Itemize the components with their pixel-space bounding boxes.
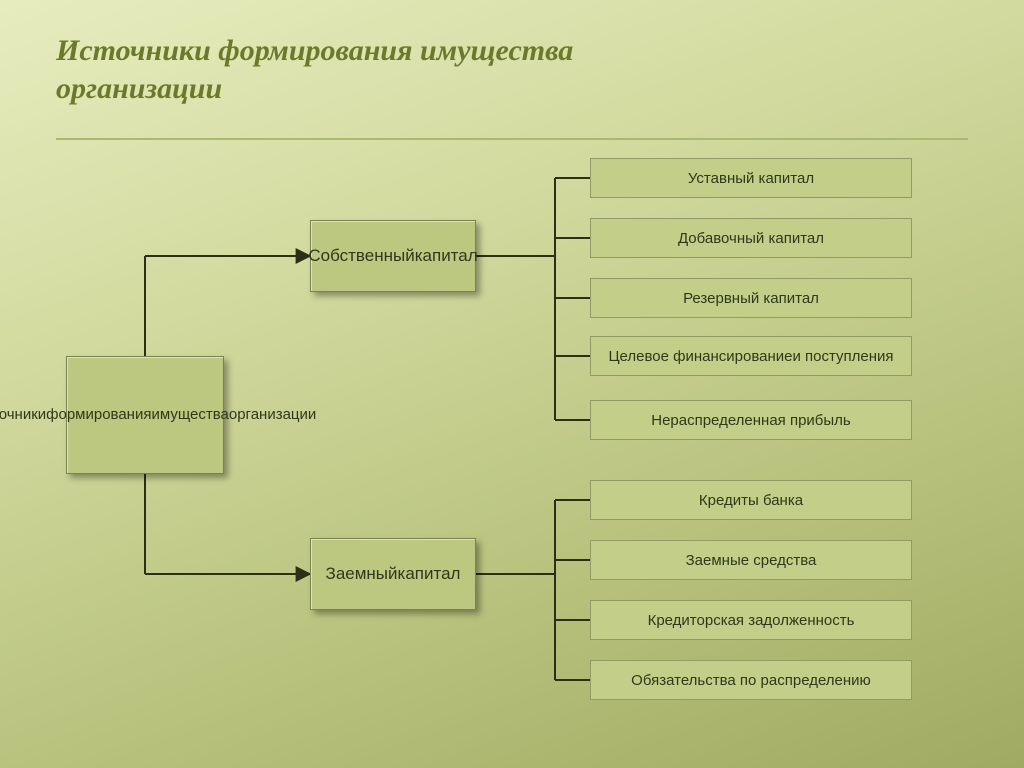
page-title: Источники формирования имущества организ… bbox=[56, 32, 573, 107]
node-own-capital: Собственныйкапитал bbox=[310, 220, 476, 292]
leaf-borrow-1: Заемные средства bbox=[590, 540, 912, 580]
slide: Источники формирования имущества организ… bbox=[0, 0, 1024, 768]
leaf-own-0: Уставный капитал bbox=[590, 158, 912, 198]
node-root: Источникиформированияимуществаорганизаци… bbox=[66, 356, 224, 474]
leaf-borrow-3: Обязательства по распределению bbox=[590, 660, 912, 700]
node-borrowed-capital: Заемныйкапитал bbox=[310, 538, 476, 610]
title-line-1: Источники формирования имущества bbox=[56, 32, 573, 70]
leaf-own-1: Добавочный капитал bbox=[590, 218, 912, 258]
leaf-own-4: Нераспределенная прибыль bbox=[590, 400, 912, 440]
leaf-borrow-2: Кредиторская задолженность bbox=[590, 600, 912, 640]
leaf-own-3: Целевое финансированиеи поступления bbox=[590, 336, 912, 376]
leaf-borrow-0: Кредиты банка bbox=[590, 480, 912, 520]
title-underline bbox=[56, 138, 968, 140]
title-line-2: организации bbox=[56, 70, 573, 108]
leaf-own-2: Резервный капитал bbox=[590, 278, 912, 318]
